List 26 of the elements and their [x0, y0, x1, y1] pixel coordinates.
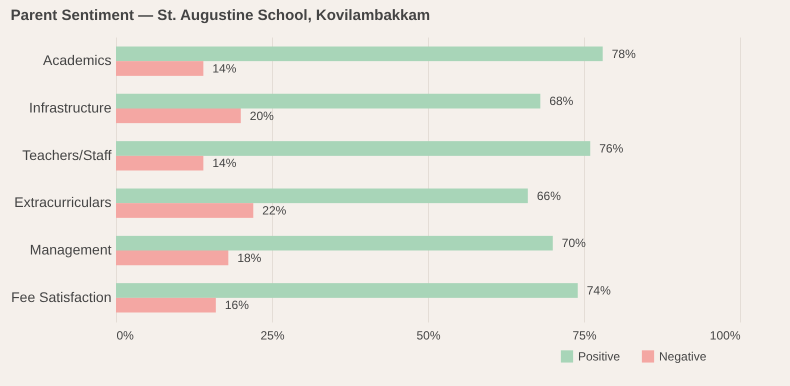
data-label: 74% — [586, 284, 612, 298]
y-tick-label: Academics — [43, 52, 112, 68]
data-label: 22% — [262, 204, 287, 218]
y-tick-label: Management — [30, 242, 112, 258]
data-label: 66% — [536, 188, 562, 203]
data-label: 14% — [212, 61, 237, 76]
x-tick-label: 75% — [572, 328, 597, 342]
data-label: 70% — [562, 236, 586, 250]
data-label: 78% — [612, 46, 636, 61]
data-label: 18% — [237, 250, 262, 265]
legend-label: Negative — [659, 349, 707, 364]
x-tick-label: 50% — [416, 328, 441, 342]
y-tick-label: Extracurriculars — [14, 194, 112, 210]
data-label: 16% — [224, 298, 250, 312]
data-label: 20% — [250, 108, 274, 123]
data-label: 68% — [549, 94, 574, 108]
y-tick-label: Teachers/Staff — [22, 146, 112, 163]
legend-label: Positive — [578, 349, 620, 364]
x-tick-label: 0% — [116, 328, 134, 342]
data-label: 76% — [599, 141, 624, 156]
chart-title: Parent Sentiment — St. Augustine School, Kovilambakkam — [10, 7, 430, 24]
x-tick-label: 100% — [710, 328, 741, 342]
data-label: 14% — [212, 156, 237, 170]
y-tick-label: Infrastructure — [29, 99, 112, 116]
y-tick-label: Fee Satisfaction — [11, 288, 112, 305]
x-tick-label: 25% — [260, 328, 285, 342]
